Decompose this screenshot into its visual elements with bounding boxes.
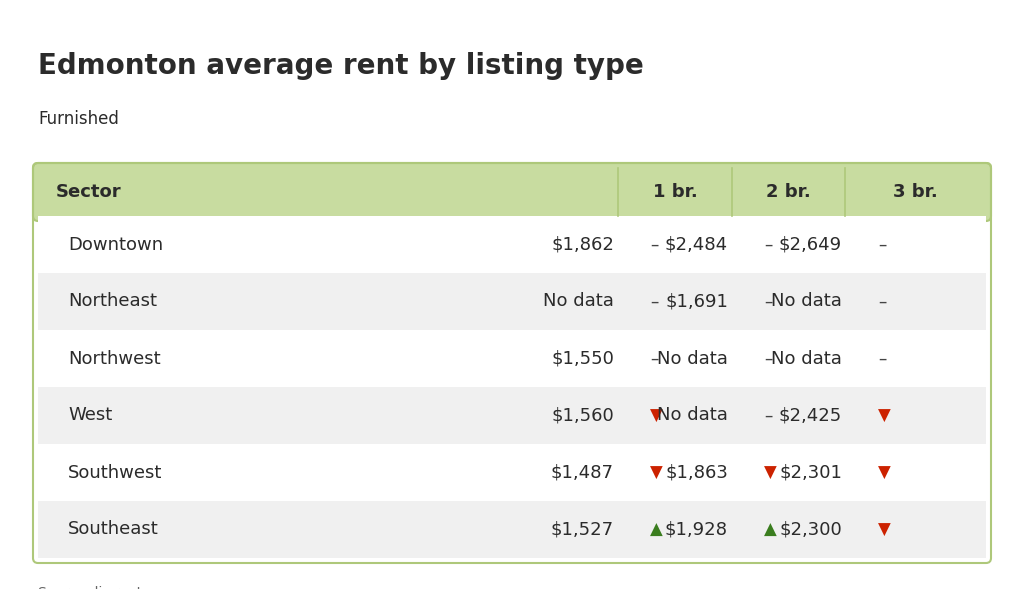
Text: Northwest: Northwest [68, 349, 161, 368]
Text: $2,300: $2,300 [779, 521, 842, 538]
Text: Southwest: Southwest [68, 464, 163, 481]
Text: ▼: ▼ [878, 464, 891, 481]
Text: $1,560: $1,560 [551, 406, 614, 425]
Text: No data: No data [657, 406, 728, 425]
Text: $1,527: $1,527 [551, 521, 614, 538]
Text: –: – [878, 349, 887, 368]
Text: No data: No data [771, 293, 842, 310]
Text: 1 br.: 1 br. [652, 183, 697, 201]
Text: No data: No data [771, 349, 842, 368]
Text: ▼: ▼ [650, 406, 663, 425]
Bar [38, 444, 986, 501]
Bar [38, 387, 986, 444]
Text: –: – [650, 349, 658, 368]
Text: –: – [650, 293, 658, 310]
Text: –: – [878, 236, 887, 253]
Text: –: – [650, 236, 658, 253]
Text: –: – [764, 293, 772, 310]
Text: Source: liv.rent: Source: liv.rent [38, 586, 142, 589]
Bar [38, 330, 986, 387]
Text: –: – [878, 293, 887, 310]
Text: ▲: ▲ [764, 521, 777, 538]
Text: $2,425: $2,425 [778, 406, 842, 425]
Text: Northeast: Northeast [68, 293, 157, 310]
Text: Sector: Sector [56, 183, 122, 201]
Text: Southeast: Southeast [68, 521, 159, 538]
Text: $2,649: $2,649 [779, 236, 842, 253]
Text: Furnished: Furnished [38, 110, 119, 128]
Text: 3 br.: 3 br. [893, 183, 938, 201]
Text: $2,301: $2,301 [779, 464, 842, 481]
Text: ▼: ▼ [764, 464, 777, 481]
Text: –: – [764, 406, 772, 425]
Text: No data: No data [543, 293, 614, 310]
Text: $1,928: $1,928 [665, 521, 728, 538]
FancyBboxPatch shape [33, 163, 991, 221]
Bar [38, 273, 986, 330]
Text: Edmonton average rent by listing type: Edmonton average rent by listing type [38, 52, 644, 80]
Text: Downtown: Downtown [68, 236, 163, 253]
Text: ▼: ▼ [650, 464, 663, 481]
Text: $1,691: $1,691 [666, 293, 728, 310]
Text: $1,862: $1,862 [551, 236, 614, 253]
Text: $2,484: $2,484 [665, 236, 728, 253]
Text: $1,487: $1,487 [551, 464, 614, 481]
Text: ▼: ▼ [878, 406, 891, 425]
Text: –: – [764, 349, 772, 368]
Text: $1,863: $1,863 [666, 464, 728, 481]
Bar [38, 216, 986, 273]
Text: No data: No data [657, 349, 728, 368]
Text: 2 br.: 2 br. [766, 183, 811, 201]
Text: $1,550: $1,550 [551, 349, 614, 368]
Text: ▲: ▲ [650, 521, 663, 538]
Text: West: West [68, 406, 113, 425]
Bar [38, 501, 986, 558]
Text: –: – [764, 236, 772, 253]
Text: ▼: ▼ [878, 521, 891, 538]
